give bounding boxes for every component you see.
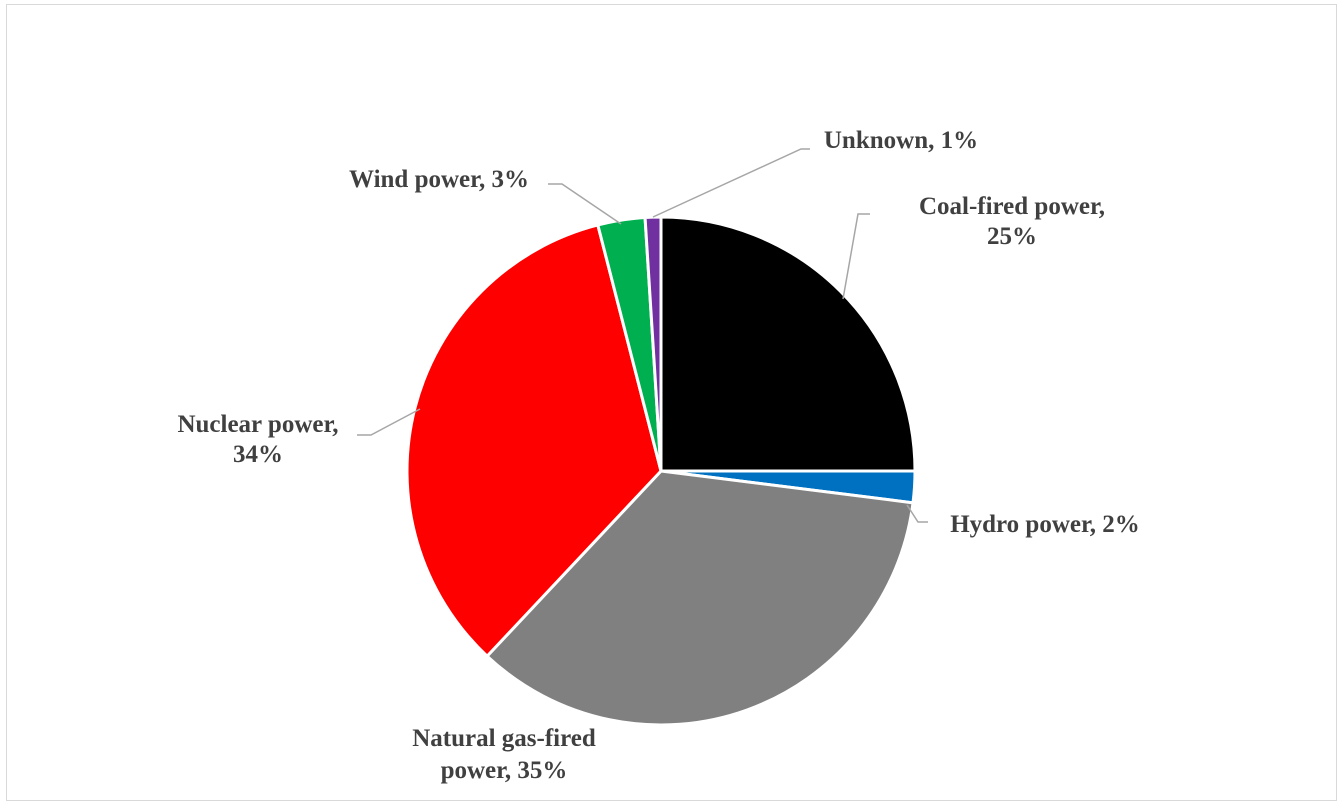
pie-slices: [405, 215, 917, 727]
data-label-line: Unknown, 1%: [824, 127, 978, 154]
data-label: Natural gas-fired power, 35%: [412, 725, 596, 784]
leader-line: [842, 213, 870, 300]
data-label: Unknown, 1%: [824, 127, 978, 154]
data-label-line: 34%: [233, 441, 283, 468]
leader-line: [357, 408, 421, 436]
data-label: Wind power, 3%: [349, 166, 529, 193]
pie-slice-unknown: [643, 215, 663, 473]
leader-lines: [357, 148, 928, 523]
data-labels: Coal-fired power, 25% Hydro power, 2% Natur…: [177, 127, 1139, 784]
data-label: Nuclear power, 34%: [177, 411, 338, 468]
data-label-line: Natural gas-fired: [412, 725, 596, 752]
data-label-line: Hydro power, 2%: [950, 511, 1140, 538]
data-label-line: Coal-fired power,: [919, 193, 1105, 220]
data-label: Hydro power, 2%: [950, 511, 1140, 538]
leader-line: [906, 504, 928, 523]
data-label-line: Wind power, 3%: [349, 166, 529, 193]
leader-line: [652, 148, 810, 218]
pie-slice-natural-gas-fired-power: [485, 469, 915, 727]
data-label-line: 25%: [987, 223, 1037, 250]
data-label-line: power, 35%: [441, 757, 568, 784]
pie-slice-coal-fired-power: [659, 215, 917, 473]
pie-slice-nuclear-power: [405, 223, 663, 658]
leader-line: [548, 183, 622, 225]
data-label: Coal-fired power, 25%: [919, 193, 1105, 250]
data-label-line: Nuclear power,: [177, 411, 338, 438]
